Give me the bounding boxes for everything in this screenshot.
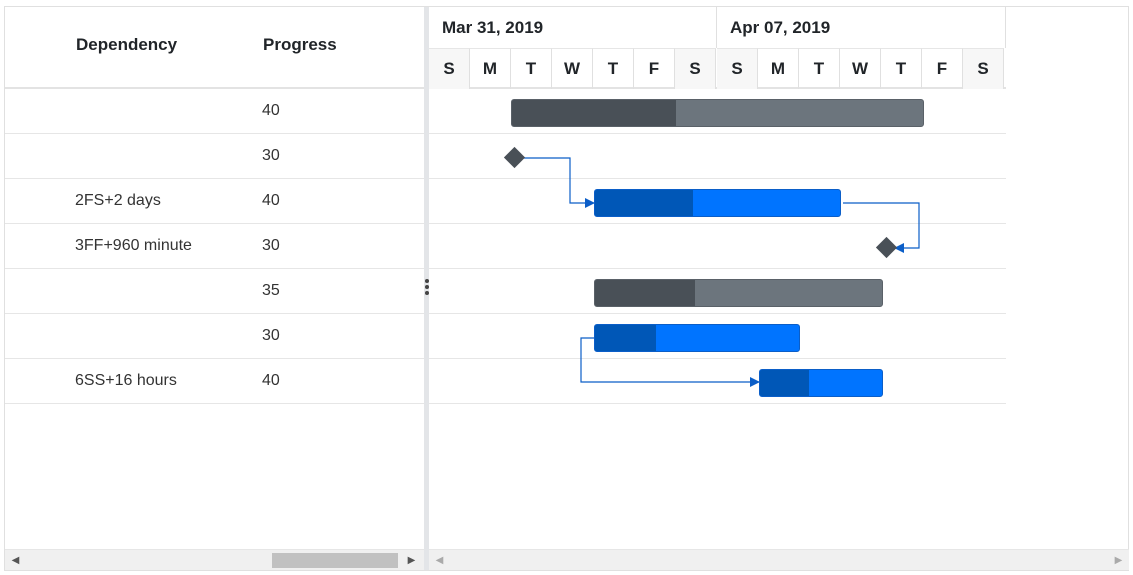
- task-progress: [760, 370, 809, 396]
- timeline-chart: Mar 31, 2019 Apr 07, 2019 S M T W T F S …: [429, 7, 1129, 570]
- timeline-row: [429, 134, 1006, 179]
- dependency-cell[interactable]: 2FS+2 days: [75, 192, 161, 209]
- day-header: T: [799, 48, 840, 89]
- task-progress: [595, 280, 696, 306]
- progress-cell[interactable]: 40: [262, 102, 280, 119]
- task-bar-parent[interactable]: [511, 99, 924, 127]
- column-header-dependency[interactable]: Dependency: [76, 35, 178, 54]
- week-header: Mar 31, 2019: [429, 7, 717, 48]
- table-row[interactable]: 30: [5, 314, 424, 359]
- scroll-left-icon[interactable]: ◀: [11, 555, 20, 566]
- splitter-grip-icon[interactable]: [424, 279, 429, 297]
- timeline-row: [429, 224, 1006, 269]
- timeline-row: [429, 179, 1006, 224]
- gantt-chart: Dependency Progress 40 30 2FS+2 days 40 …: [4, 6, 1129, 571]
- progress-cell[interactable]: 40: [262, 192, 280, 209]
- grid-scroll-thumb[interactable]: [272, 553, 398, 568]
- scroll-right-icon[interactable]: ▶: [407, 555, 416, 566]
- day-header: T: [593, 48, 634, 89]
- day-header: M: [470, 48, 511, 89]
- task-progress: [595, 325, 657, 351]
- task-bar[interactable]: [759, 369, 883, 397]
- table-row[interactable]: 2FS+2 days 40: [5, 179, 424, 224]
- day-header: F: [634, 48, 675, 89]
- day-header: T: [881, 48, 922, 89]
- day-header: W: [840, 48, 881, 89]
- table-row[interactable]: 3FF+960 minute 30: [5, 224, 424, 269]
- timeline-row: [429, 269, 1006, 314]
- progress-cell[interactable]: 30: [262, 237, 280, 254]
- timeline-row: [429, 359, 1006, 404]
- timeline-body: [429, 89, 1006, 404]
- day-header: M: [758, 48, 799, 89]
- task-progress: [595, 190, 693, 216]
- table-row[interactable]: 40: [5, 89, 424, 134]
- column-header-progress[interactable]: Progress: [263, 35, 337, 54]
- day-header: S: [675, 48, 716, 89]
- grid-body: 40 30 2FS+2 days 40 3FF+960 minute 30 35…: [5, 89, 424, 404]
- day-header: F: [922, 48, 963, 89]
- timeline-header: Mar 31, 2019 Apr 07, 2019 S M T W T F S …: [429, 7, 1006, 89]
- pane-splitter[interactable]: [424, 7, 429, 570]
- timeline-row: [429, 89, 1006, 134]
- grid-header: Dependency Progress: [5, 7, 424, 89]
- chart-horizontal-scrollbar[interactable]: ◀ ▶: [429, 549, 1129, 570]
- dependency-cell[interactable]: 6SS+16 hours: [75, 372, 177, 389]
- progress-cell[interactable]: 35: [262, 282, 280, 299]
- progress-cell[interactable]: 30: [262, 327, 280, 344]
- task-progress: [512, 100, 677, 126]
- task-grid: Dependency Progress 40 30 2FS+2 days 40 …: [5, 7, 424, 570]
- week-header: Apr 07, 2019: [717, 7, 1006, 48]
- day-header: T: [511, 48, 552, 89]
- table-row[interactable]: 6SS+16 hours 40: [5, 359, 424, 404]
- task-bar[interactable]: [594, 324, 800, 352]
- task-bar[interactable]: [594, 189, 841, 217]
- table-row[interactable]: 35: [5, 269, 424, 314]
- grid-horizontal-scrollbar[interactable]: ◀ ▶: [5, 549, 424, 570]
- scroll-right-icon[interactable]: ▶: [1114, 555, 1123, 566]
- day-header: S: [429, 48, 470, 89]
- progress-cell[interactable]: 30: [262, 147, 280, 164]
- day-header: S: [717, 48, 758, 89]
- task-bar-parent[interactable]: [594, 279, 883, 307]
- day-header: W: [552, 48, 593, 89]
- scroll-left-icon[interactable]: ◀: [435, 555, 444, 566]
- dependency-cell[interactable]: 3FF+960 minute: [75, 237, 192, 254]
- progress-cell[interactable]: 40: [262, 372, 280, 389]
- table-row[interactable]: 30: [5, 134, 424, 179]
- day-header: S: [963, 48, 1004, 89]
